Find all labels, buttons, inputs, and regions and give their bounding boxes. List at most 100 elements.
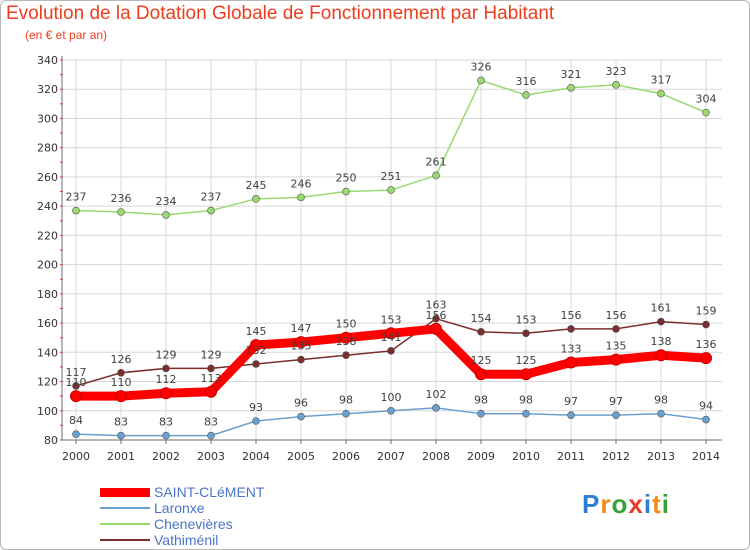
data-label-vathimenil: 159 (696, 305, 717, 318)
data-point-laronxe (522, 409, 530, 418)
data-label-chenevieres: 237 (201, 191, 222, 204)
data-point-chenevieres (387, 186, 395, 194)
logo-letter: x (628, 489, 644, 519)
data-label-laronxe: 97 (564, 395, 578, 408)
legend-swatch-vathimenil (100, 539, 150, 541)
x-tick-label: 2013 (647, 450, 675, 463)
chart-subtitle: (en € et par an) (25, 28, 108, 42)
data-label-saint-clement: 138 (651, 335, 672, 348)
data-point-saint-clement (70, 390, 82, 403)
data-point-saint-clement (250, 339, 262, 351)
y-tick-label: 120 (37, 376, 58, 389)
data-label-saint-clement: 147 (291, 322, 312, 335)
data-point-laronxe (162, 431, 170, 440)
data-label-laronxe: 83 (159, 416, 173, 429)
data-label-laronxe: 83 (114, 416, 128, 429)
data-label-laronxe: 97 (609, 395, 623, 408)
data-point-chenevieres (657, 89, 665, 98)
data-label-saint-clement: 125 (471, 354, 492, 367)
data-label-laronxe: 98 (654, 394, 668, 407)
data-labels: 237 236 234 237 245 246 250 251 261 326 316 321 323 3… (66, 60, 717, 428)
logo-letter: t (652, 489, 662, 519)
data-label-laronxe: 83 (204, 416, 218, 429)
data-point-chenevieres (72, 206, 80, 215)
y-tick-label: 140 (37, 346, 58, 359)
data-label-laronxe: 84 (69, 414, 83, 427)
x-tick-label: 2007 (377, 450, 405, 463)
data-point-vathimenil (522, 329, 530, 338)
y-tick-label: 80 (44, 434, 58, 447)
data-label-saint-clement: 145 (246, 325, 267, 338)
y-tick-label: 160 (37, 317, 58, 330)
data-label-chenevieres: 261 (426, 155, 447, 168)
data-label-saint-clement: 133 (561, 343, 582, 356)
x-tick-label: 2012 (602, 450, 630, 463)
data-point-vathimenil (612, 325, 620, 333)
logo-letter: i (661, 489, 670, 519)
data-point-chenevieres (252, 195, 260, 203)
data-label-chenevieres: 316 (516, 75, 537, 88)
data-point-vathimenil (477, 328, 485, 336)
data-label-laronxe: 98 (474, 394, 488, 407)
logo-letter: r (600, 489, 612, 519)
data-label-saint-clement: 136 (696, 338, 717, 351)
data-label-laronxe: 98 (339, 394, 353, 407)
data-label-laronxe: 100 (381, 391, 402, 404)
data-point-chenevieres (612, 81, 620, 89)
x-tick-label: 2000 (62, 450, 90, 463)
y-tick-label: 260 (37, 171, 58, 184)
x-tick-label: 2003 (197, 450, 225, 463)
data-point-saint-clement (430, 322, 442, 335)
x-tick-label: 2006 (332, 450, 360, 463)
data-point-vathimenil (72, 382, 80, 390)
legend-label-vathimenil: Vathiménil (154, 532, 219, 548)
y-tick-label: 280 (37, 142, 58, 155)
data-label-laronxe: 98 (519, 394, 533, 407)
data-point-saint-clement (340, 331, 352, 344)
logo-letter: i (643, 489, 653, 519)
data-label-saint-clement: 112 (156, 373, 177, 386)
data-point-saint-clement (295, 336, 307, 349)
data-label-vathimenil: 132 (246, 344, 267, 357)
data-label-saint-clement: 125 (516, 354, 537, 367)
data-point-laronxe (567, 411, 575, 419)
y-tick-label: 300 (37, 112, 58, 125)
logo-letter: P (582, 489, 601, 519)
data-point-laronxe (72, 430, 80, 438)
data-point-vathimenil (297, 355, 305, 364)
x-tick-label: 2009 (467, 450, 495, 463)
data-label-chenevieres: 234 (156, 195, 177, 208)
axes: 80 100 120 140 160 180 200 220 240 260 280 300 320 34… (37, 54, 722, 463)
data-point-chenevieres (477, 76, 485, 85)
data-point-vathimenil (567, 325, 575, 333)
data-point-saint-clement (205, 385, 217, 398)
data-point-saint-clement (520, 368, 532, 381)
data-label-chenevieres: 237 (66, 191, 87, 204)
data-label-vathimenil: 126 (111, 353, 132, 366)
legend-label-chenevieres: Chenevières (154, 516, 233, 532)
data-label-vathimenil: 141 (381, 331, 402, 344)
data-label-saint-clement: 110 (66, 376, 87, 389)
data-point-vathimenil (657, 317, 665, 326)
y-tick-label: 180 (37, 288, 58, 301)
data-point-chenevieres (432, 171, 440, 180)
data-point-laronxe (477, 409, 485, 418)
data-point-vathimenil (342, 351, 350, 360)
data-point-laronxe (117, 431, 125, 440)
data-label-vathimenil: 117 (66, 366, 87, 379)
data-point-saint-clement (385, 327, 397, 340)
chart-title: Evolution de la Dotation Globale de Fonc… (6, 3, 555, 24)
data-label-chenevieres: 246 (291, 177, 312, 190)
data-point-vathimenil (432, 314, 440, 323)
data-label-saint-clement: 156 (426, 309, 447, 322)
data-point-chenevieres (162, 211, 170, 219)
data-label-vathimenil: 161 (651, 302, 672, 315)
data-label-saint-clement: 153 (381, 313, 402, 326)
data-label-vathimenil: 163 (426, 299, 447, 312)
data-point-chenevieres (297, 193, 305, 202)
data-point-laronxe (207, 431, 215, 440)
legend-swatch-chenevieres (100, 523, 150, 525)
data-point-vathimenil (207, 364, 215, 373)
proxiti-logo: Proxiti (582, 489, 670, 520)
legend-label-saint-clement: SAINT-CLéMENT (154, 484, 265, 500)
